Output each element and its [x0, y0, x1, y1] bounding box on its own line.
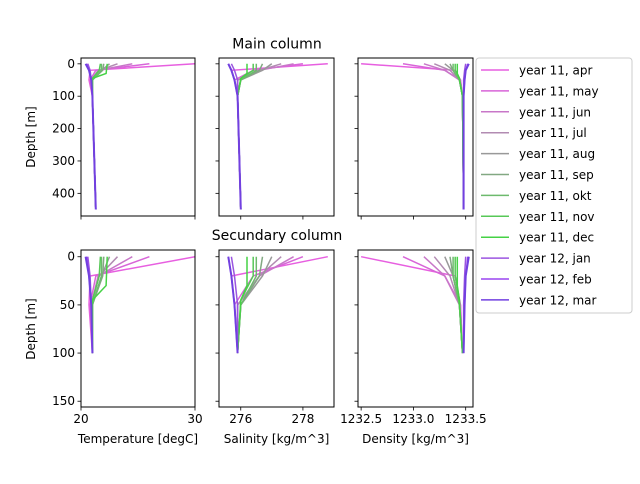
legend-item: year 12, mar	[481, 293, 597, 307]
y-tick-label: 200	[52, 122, 75, 136]
series-lines	[227, 63, 328, 210]
legend-label: year 11, aug	[519, 147, 595, 161]
series-line-year-11-apr	[88, 255, 195, 354]
series-line-year-12-mar	[462, 63, 470, 210]
legend-item: year 12, feb	[481, 273, 592, 287]
x-tick-label: 1233.0	[392, 412, 434, 426]
panel-main-density	[354, 57, 474, 220]
panel-secondary-density: 1232.5 1233.0 1233.5 Density [kg/m^3]	[340, 249, 487, 446]
x-axis-label: Density [kg/m^3]	[362, 432, 469, 446]
series-line-year-11-may	[402, 63, 465, 210]
legend-label: year 11, sep	[519, 168, 594, 182]
series-line-year-11-may	[89, 63, 150, 210]
x-tick-label: 30	[187, 412, 202, 426]
main-ylabel: Depth [m]	[24, 106, 38, 167]
legend-item: year 11, okt	[481, 189, 592, 203]
axes-frame	[357, 57, 474, 217]
legend-label: year 11, nov	[519, 210, 595, 224]
legend-item: year 11, nov	[481, 210, 595, 224]
series-line-year-11-okt	[452, 63, 465, 210]
y-tick-label: 150	[52, 394, 75, 408]
panel-secondary-temperature: 20 30 0 50 100 150 Temperature [degC]	[52, 249, 203, 446]
legend-item: year 11, jul	[481, 126, 587, 140]
series-line-year-12-mar	[227, 256, 239, 354]
series-line-year-11-jul	[236, 256, 282, 354]
series-line-year-12-jan	[230, 256, 239, 354]
series-lines	[227, 255, 328, 354]
legend: year 11, apr year 11, may year 11, jun year…	[475, 57, 633, 314]
legend-label: year 12, mar	[519, 293, 597, 307]
series-line-year-11-dec	[236, 256, 248, 354]
row-title-main: Main column	[232, 37, 321, 53]
series-line-year-11-apr	[230, 255, 328, 354]
x-axis-label: Temperature [degC]	[77, 432, 198, 446]
legend-label: year 11, may	[519, 84, 599, 98]
series-line-year-11-apr	[360, 255, 464, 354]
legend-item: year 11, sep	[481, 168, 594, 182]
series-lines	[84, 255, 195, 354]
legend-label: year 11, jul	[519, 126, 587, 140]
legend-label: year 11, okt	[519, 189, 592, 203]
legend-item: year 12, jan	[481, 252, 591, 266]
legend-frame	[475, 57, 633, 314]
axes-frame	[218, 57, 335, 217]
legend-item: year 11, apr	[481, 64, 592, 78]
series-line-year-12-mar	[227, 63, 242, 210]
legend-item: year 11, dec	[481, 231, 594, 245]
legend-label: year 12, feb	[519, 273, 592, 287]
series-lines	[360, 255, 470, 354]
panel-main-salinity	[215, 57, 335, 220]
row-title-secondary: Secundary column	[212, 228, 342, 244]
series-line-year-11-aug	[236, 63, 273, 210]
y-tick-label: 0	[67, 250, 75, 264]
x-axis-label: Salinity [kg/m^3]	[224, 432, 330, 446]
x-tick-label: 278	[291, 412, 314, 426]
axes-frame	[357, 249, 474, 408]
panel-main-temperature: 0 100 200 300 400	[52, 57, 196, 220]
legend-label: year 11, dec	[519, 231, 594, 245]
y-tick-label: 0	[67, 57, 75, 71]
series-line-year-11-jul	[236, 63, 282, 210]
panel-secondary-salinity: 276 278 Salinity [kg/m^3]	[215, 249, 335, 446]
series-lines	[84, 63, 195, 210]
series-line-year-11-jun	[90, 63, 133, 210]
series-line-year-11-apr	[88, 63, 195, 210]
x-tick-label: 20	[73, 412, 88, 426]
y-tick-label: 100	[52, 346, 75, 360]
axes-frame	[80, 249, 196, 408]
axes-frame	[80, 57, 196, 217]
series-line-year-11-jun	[90, 256, 133, 354]
series-line-year-11-apr	[361, 63, 465, 210]
series-line-year-11-dec	[456, 256, 464, 354]
legend-item: year 11, jun	[481, 105, 591, 119]
series-line-year-12-mar	[84, 63, 97, 210]
series-line-year-11-sep	[236, 63, 264, 210]
legend-label: year 12, jan	[519, 252, 591, 266]
series-line-year-11-jul	[434, 63, 465, 210]
y-tick-label: 400	[52, 186, 75, 200]
series-line-year-11-jun	[423, 63, 465, 210]
x-tick-label: 276	[229, 412, 252, 426]
y-tick-label: 100	[52, 89, 75, 103]
series-line-year-12-mar	[84, 256, 94, 354]
series-lines	[361, 63, 470, 210]
legend-label: year 11, jun	[519, 105, 591, 119]
legend-label: year 11, apr	[519, 64, 592, 78]
secondary-ylabel: Depth [m]	[24, 298, 38, 359]
series-line-year-11-apr	[230, 63, 328, 210]
series-line-year-12-mar	[462, 256, 470, 354]
x-tick-label: 1233.5	[445, 412, 487, 426]
x-tick-label: 1232.5	[340, 412, 382, 426]
legend-item: year 11, aug	[481, 147, 595, 161]
axes-frame	[218, 249, 335, 408]
series-line-year-11-nov	[91, 256, 102, 354]
series-line-year-11-jun	[236, 63, 294, 210]
y-tick-label: 300	[52, 154, 75, 168]
y-tick-label: 50	[60, 298, 75, 312]
legend-item: year 11, may	[481, 84, 599, 98]
series-line-year-11-may	[233, 63, 303, 210]
